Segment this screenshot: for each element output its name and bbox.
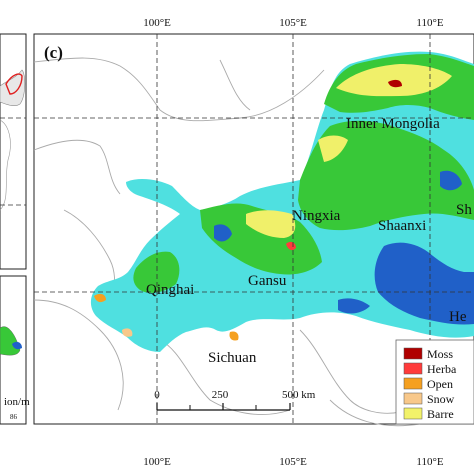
province-label-qinghai: Qinghai — [146, 282, 194, 298]
left-inset-top — [0, 33, 27, 270]
province-label-inner-mongolia: Inner Mongolia — [346, 116, 440, 132]
legend-swatch-1 — [403, 362, 423, 375]
legend-label-2: Open — [427, 377, 453, 391]
legend-label-3: Snow — [427, 392, 455, 406]
left-inset-bottom: ion/m 86 — [0, 275, 30, 425]
province-label-sichuan: Sichuan — [208, 350, 257, 366]
province-label-gansu: Gansu — [248, 273, 287, 289]
lon-label-bottom-105: 105°E — [279, 456, 307, 468]
scale-tick-250: 250 — [212, 389, 229, 401]
legend-label-1: Herba — [427, 362, 457, 376]
legend-swatch-0 — [403, 347, 423, 360]
legend-swatch-4 — [403, 407, 423, 420]
lon-label-bottom-100: 100°E — [143, 456, 171, 468]
lon-label-bottom-110: 110°E — [416, 456, 443, 468]
left-inset-text-2: 86 — [10, 413, 18, 421]
legend-swatch-2 — [403, 377, 423, 390]
legend-label-4: Barre — [427, 407, 454, 421]
province-label-shanxi-partial: Sh — [456, 202, 472, 218]
province-label-ningxia: Ningxia — [292, 208, 341, 224]
lon-label-top-110: 110°E — [416, 17, 443, 29]
legend-swatch-3 — [403, 392, 423, 405]
scale-tick-500: 500 km — [282, 389, 316, 401]
left-inset-text-1: ion/m — [4, 396, 30, 408]
scale-bar: 0 250 500 km — [154, 389, 316, 411]
province-label-shaanxi: Shaanxi — [378, 218, 426, 234]
scale-tick-0: 0 — [154, 389, 160, 401]
legend-label-0: Moss — [427, 347, 453, 361]
lon-label-top-105: 105°E — [279, 17, 307, 29]
panel-label: (c) — [44, 43, 63, 62]
province-label-henan-partial: He — [449, 309, 467, 325]
province-borders — [33, 57, 421, 427]
lon-label-top-100: 100°E — [143, 17, 171, 29]
